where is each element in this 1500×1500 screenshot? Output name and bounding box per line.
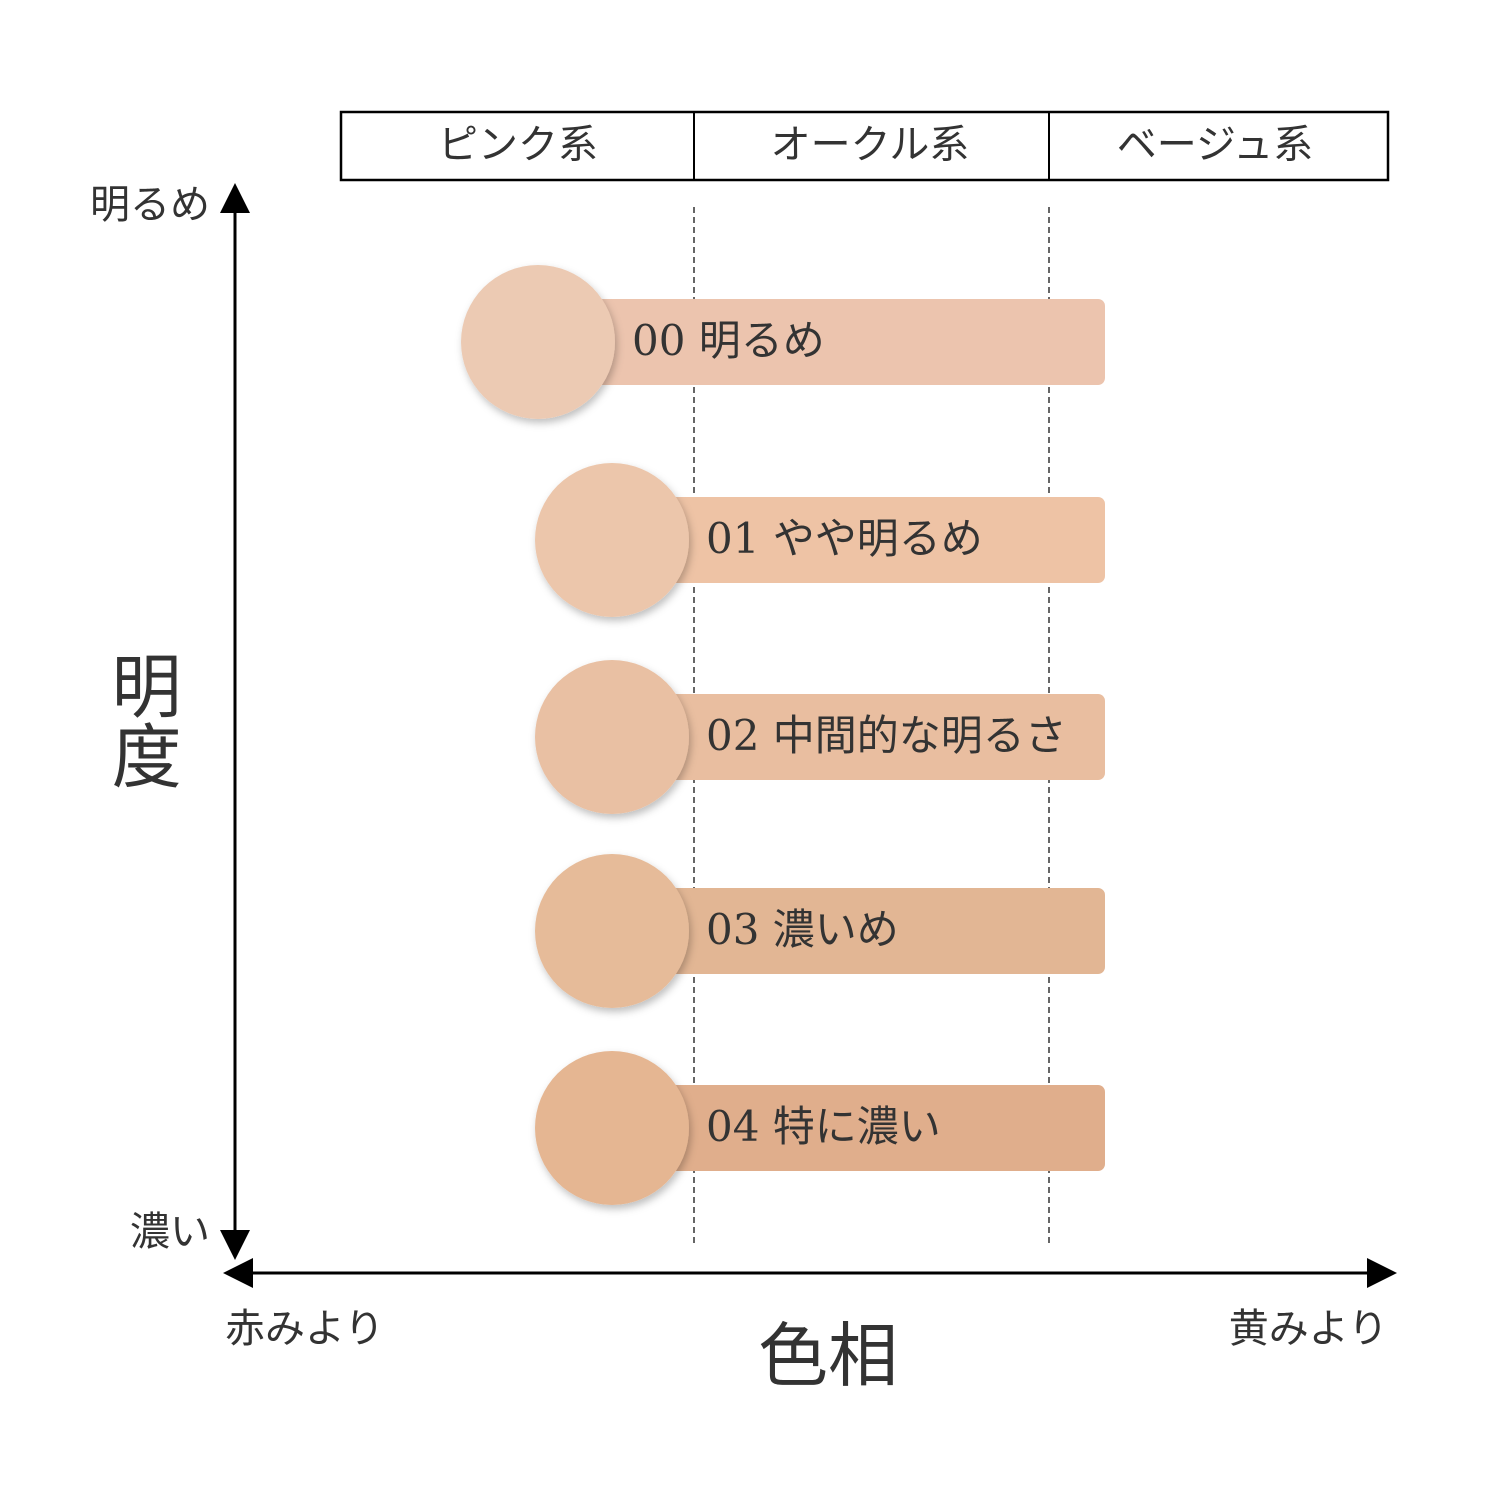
item-label: 01 やや明るめ [706, 514, 983, 563]
item-swatch [535, 854, 689, 1008]
header-column: ピンク系 [438, 122, 598, 168]
x-axis-left: 赤みより [225, 1306, 384, 1352]
item-swatch [535, 1051, 689, 1205]
x-axis-right: 黄みより [1229, 1306, 1388, 1352]
item-label: 04 特に濃い [706, 1102, 941, 1151]
item-label: 02 中間的な明るさ [706, 711, 1067, 760]
item-label: 03 濃いめ [706, 905, 899, 954]
items: 00 明るめ 01 やや明るめ 02 中間的な明るさ 03 濃いめ 04 特に濃い [461, 265, 1105, 1205]
item-bar [590, 299, 1105, 385]
item-label: 00 明るめ [632, 316, 825, 365]
item-bar [665, 1085, 1105, 1171]
item-swatch [535, 660, 689, 814]
item-bar [665, 888, 1105, 974]
y-axis-top: 明るめ [90, 182, 210, 228]
header-column: ベージュ系 [1117, 122, 1313, 168]
y-axis-label: 明度 [100, 650, 182, 790]
y-axis-bottom: 濃い [130, 1209, 210, 1255]
item-swatch [535, 463, 689, 617]
x-axis-label: 色相 [758, 1315, 898, 1397]
item-swatch [461, 265, 615, 419]
header-box [339, 110, 1390, 182]
header-column: オークル系 [771, 122, 970, 168]
item-bar [665, 694, 1105, 780]
item-bar [665, 497, 1105, 583]
